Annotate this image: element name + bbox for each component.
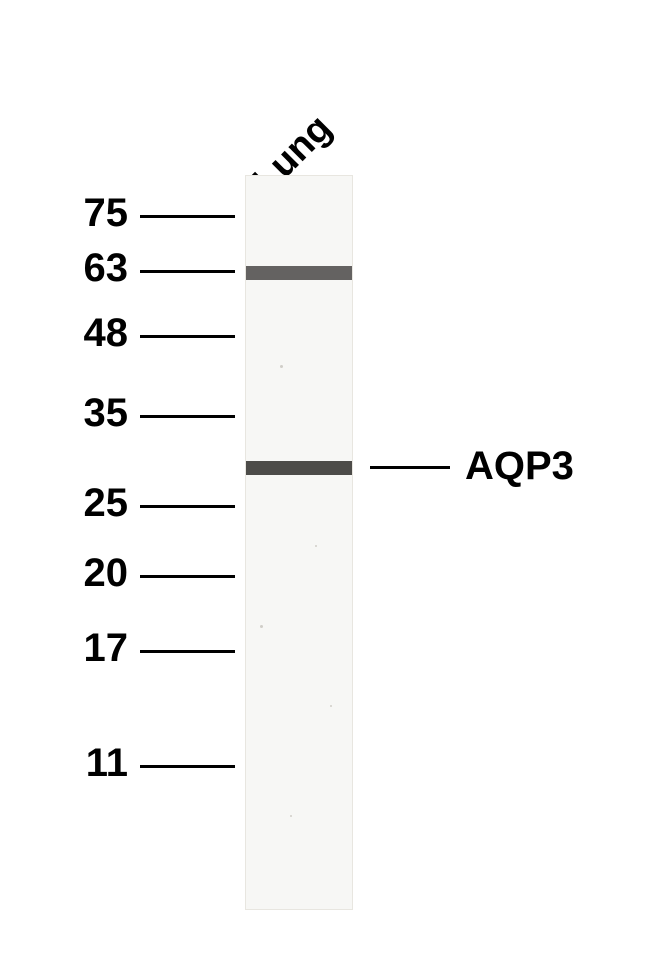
marker-label: 63: [50, 246, 128, 291]
marker-tick: [140, 765, 235, 768]
marker-label: 17: [50, 626, 128, 671]
marker-tick: [140, 335, 235, 338]
noise-speck: [280, 365, 283, 368]
marker-label: 75: [50, 191, 128, 236]
marker-label: 48: [50, 311, 128, 356]
noise-speck: [315, 545, 317, 547]
marker-tick: [140, 415, 235, 418]
protein-indicator-tick: [370, 466, 450, 469]
marker-label: 35: [50, 391, 128, 436]
blot-lane: [245, 175, 353, 910]
marker-label: 20: [50, 551, 128, 596]
protein-label: AQP3: [465, 444, 574, 489]
marker-tick: [140, 270, 235, 273]
blot-band: [246, 461, 352, 475]
marker-tick: [140, 215, 235, 218]
noise-speck: [330, 705, 332, 707]
noise-speck: [260, 625, 263, 628]
marker-tick: [140, 505, 235, 508]
blot-band: [246, 266, 352, 280]
marker-label: 11: [50, 741, 128, 786]
marker-label: 25: [50, 481, 128, 526]
noise-speck: [290, 815, 292, 817]
western-blot-figure: Lung 7563483525201711 AQP3: [20, 65, 630, 935]
marker-tick: [140, 575, 235, 578]
marker-tick: [140, 650, 235, 653]
